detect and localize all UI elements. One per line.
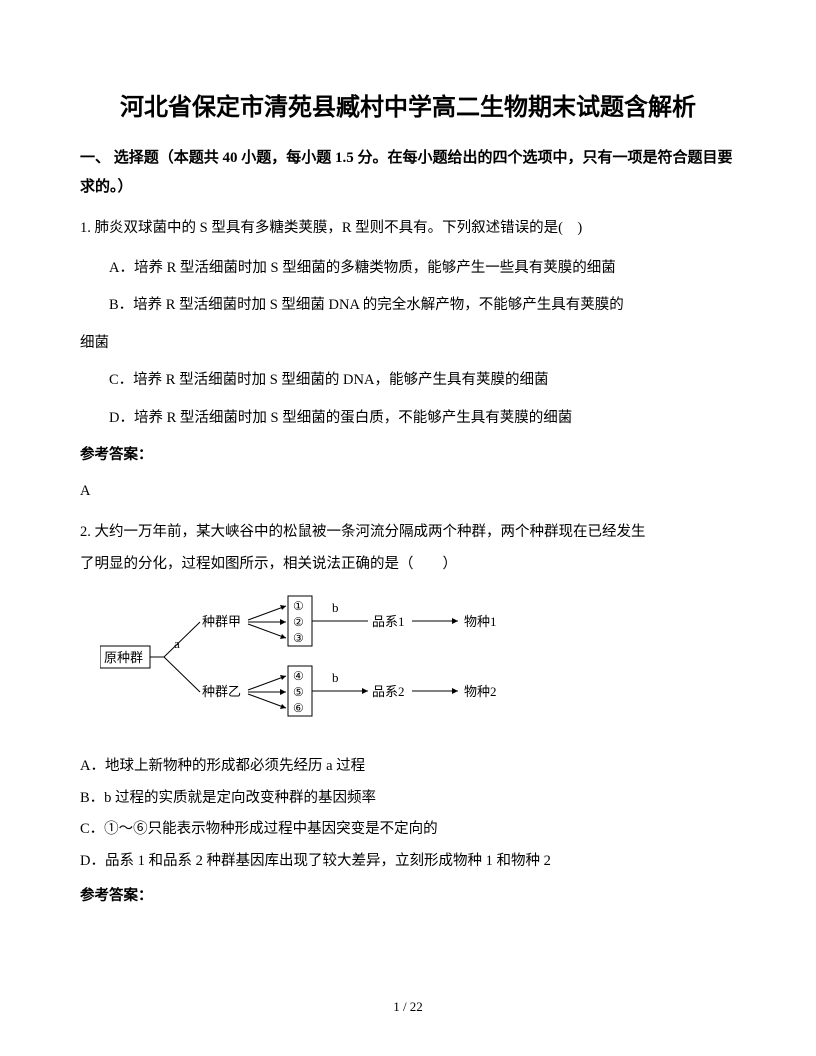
q1-answer-label: 参考答案： bbox=[80, 442, 736, 470]
q2-option-c: C．①～⑥只能表示物种形成过程中基因突变是不定向的 bbox=[80, 816, 736, 844]
diagram-pop-b: 种群乙 bbox=[202, 684, 241, 699]
q1-option-b-line2: 细菌 bbox=[80, 330, 736, 358]
diagram-pop-a: 种群甲 bbox=[202, 614, 241, 629]
q2-answer-label: 参考答案： bbox=[80, 883, 736, 911]
diagram-sp1: 物种1 bbox=[464, 614, 497, 629]
diagram-c3: ③ bbox=[293, 631, 304, 645]
diagram-c6: ⑥ bbox=[293, 701, 304, 715]
diagram-c4: ④ bbox=[293, 669, 304, 683]
diagram-line2: 品系2 bbox=[372, 684, 405, 699]
q1-option-c: C．培养 R 型活细菌时加 S 型细菌的 DNA，能够产生具有荚膜的细菌 bbox=[80, 367, 736, 395]
q2-option-a: A．地球上新物种的形成都必须先经历 a 过程 bbox=[80, 753, 736, 781]
q1-answer: A bbox=[80, 478, 736, 506]
q1-stem: 1. 肺炎双球菌中的 S 型具有多糖类荚膜，R 型则不具有。下列叙述错误的是( … bbox=[80, 215, 736, 243]
diagram-line1: 品系1 bbox=[372, 614, 405, 629]
diagram-c1: ① bbox=[293, 599, 304, 613]
q2-stem-line2: 了明显的分化，过程如图所示，相关说法正确的是（ ） bbox=[80, 551, 736, 579]
q2-stem-line1: 2. 大约一万年前，某大峡谷中的松鼠被一条河流分隔成两个种群，两个种群现在已经发… bbox=[80, 519, 736, 547]
q1-option-d: D．培养 R 型活细菌时加 S 型细菌的蛋白质，不能够产生具有荚膜的细菌 bbox=[80, 405, 736, 433]
diagram-b-label-2: b bbox=[332, 670, 339, 685]
diagram-c5: ⑤ bbox=[293, 685, 304, 699]
diagram-origin: 原种群 bbox=[104, 650, 143, 665]
q2-option-d: D．品系 1 和品系 2 种群基因库出现了较大差异，立刻形成物种 1 和物种 2 bbox=[80, 848, 736, 876]
q1-option-a: A．培养 R 型活细菌时加 S 型细菌的多糖类物质，能够产生一些具有荚膜的细菌 bbox=[80, 255, 736, 283]
speciation-diagram: 原种群 a 种群甲 种群乙 ① ② ③ ④ ⑤ ⑥ b b 品系1 品系2 物种… bbox=[100, 588, 736, 739]
q1-option-b-line1: B．培养 R 型活细菌时加 S 型细菌 DNA 的完全水解产物，不能够产生具有荚… bbox=[80, 292, 736, 320]
diagram-sp2: 物种2 bbox=[464, 684, 497, 699]
diagram-a-label: a bbox=[174, 636, 180, 651]
page-title: 河北省保定市清苑县臧村中学高二生物期末试题含解析 bbox=[80, 90, 736, 126]
section-header: 一、 选择题（本题共 40 小题，每小题 1.5 分。在每小题给出的四个选项中，… bbox=[80, 144, 736, 201]
q2-option-b: B．b 过程的实质就是定向改变种群的基因频率 bbox=[80, 785, 736, 813]
page-number: 1 / 22 bbox=[0, 995, 816, 1020]
diagram-c2: ② bbox=[293, 615, 304, 629]
diagram-b-label-1: b bbox=[332, 600, 339, 615]
